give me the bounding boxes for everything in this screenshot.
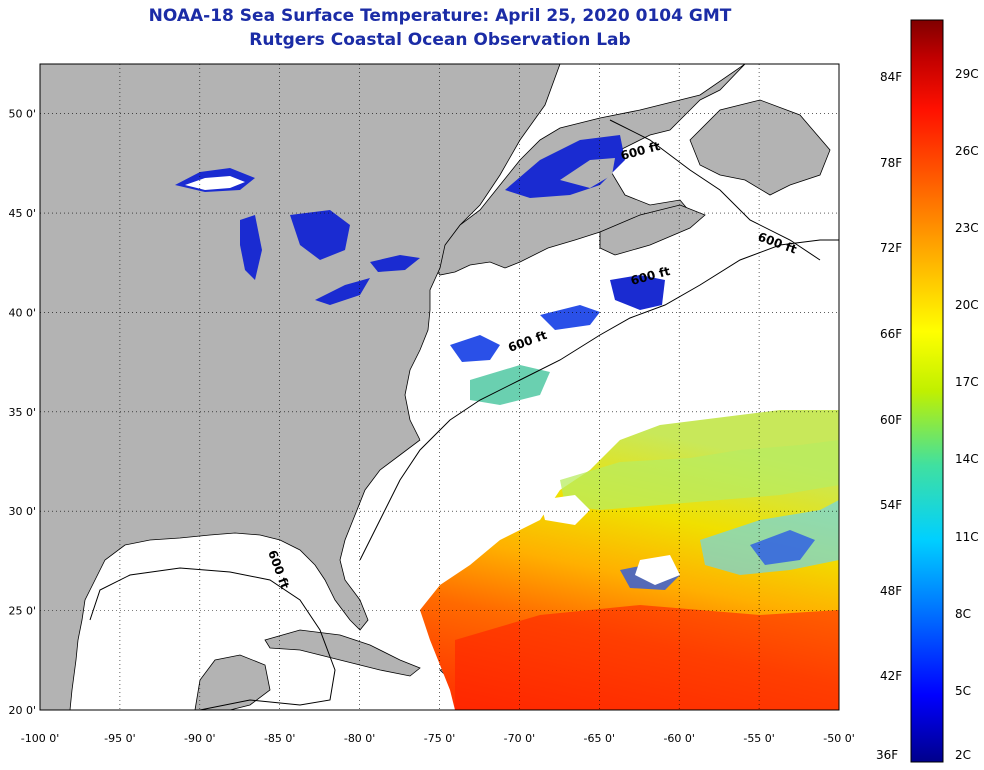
- latitude-tick-label: 40 0': [8, 306, 36, 319]
- colorbar-celsius-label: 17C: [955, 375, 979, 390]
- colorbar-celsius-label: 26C: [955, 144, 979, 159]
- colorbar-fahrenheit-label: 78F: [880, 155, 903, 170]
- latitude-tick-label: 45 0': [8, 207, 36, 220]
- map-subtitle: Rutgers Coastal Ocean Observation Lab: [249, 30, 631, 50]
- latitude-tick-label: 30 0': [8, 505, 36, 518]
- longitude-tick-label: -80 0': [344, 732, 376, 745]
- lake-huron: [290, 210, 350, 260]
- map-title: NOAA-18 Sea Surface Temperature: April 2…: [148, 6, 732, 26]
- lake-ontario: [370, 255, 420, 272]
- colorbar-celsius-label: 5C: [955, 683, 972, 698]
- north-america-land: [40, 64, 746, 276]
- latitude-tick-label: 25 0': [8, 605, 36, 618]
- colorbar-celsius-label: 2C: [955, 748, 972, 762]
- longitude-tick-label: -100 0': [21, 732, 59, 745]
- colorbar-celsius-label: 8C: [955, 606, 972, 621]
- lake-erie: [315, 278, 370, 305]
- longitude-tick-label: -90 0': [184, 732, 216, 745]
- longitude-tick-label: -55 0': [743, 732, 775, 745]
- colorbar-celsius-label: 14C: [955, 452, 979, 467]
- longitude-axis: -100 0' -95 0' -90 0' -85 0' -80 0' -75 0' -70…: [21, 732, 855, 745]
- lake-michigan: [240, 215, 262, 280]
- longitude-tick-label: -60 0': [663, 732, 695, 745]
- latitude-tick-label: 20 0': [8, 704, 36, 717]
- longitude-tick-label: -75 0': [424, 732, 456, 745]
- colorbar-fahrenheit-label: 48F: [880, 583, 903, 598]
- colorbar-celsius-label: 23C: [955, 221, 979, 236]
- longitude-tick-label: -95 0': [104, 732, 136, 745]
- colorbar-celsius-label: 29C: [955, 67, 979, 82]
- colorbar-fahrenheit-label: 72F: [880, 241, 903, 256]
- colorbar-celsius-label: 11C: [955, 529, 979, 544]
- colorbar-fahrenheit-label: 54F: [880, 498, 903, 513]
- colorbar-celsius-label: 20C: [955, 298, 979, 313]
- longitude-tick-label: -65 0': [584, 732, 616, 745]
- colorbar-fahrenheit-label: 60F: [880, 412, 903, 427]
- colorbar: [910, 19, 944, 763]
- colorbar-fahrenheit-label: 66F: [880, 326, 903, 341]
- latitude-tick-label: 50 0': [8, 108, 36, 121]
- longitude-tick-label: -70 0': [504, 732, 536, 745]
- longitude-tick-label: -50 0': [823, 732, 855, 745]
- latitude-tick-label: 35 0': [8, 406, 36, 419]
- colorbar-fahrenheit-label: 36F: [876, 748, 899, 762]
- map-frame: [39, 63, 840, 711]
- colorbar-fahrenheit-label: 84F: [880, 70, 903, 85]
- longitude-tick-label: -85 0': [264, 732, 296, 745]
- colorbar-fahrenheit-label: 42F: [880, 669, 903, 684]
- latitude-axis: 50 0' 45 0' 40 0' 35 0' 30 0' 25 0' 20 0': [8, 108, 36, 717]
